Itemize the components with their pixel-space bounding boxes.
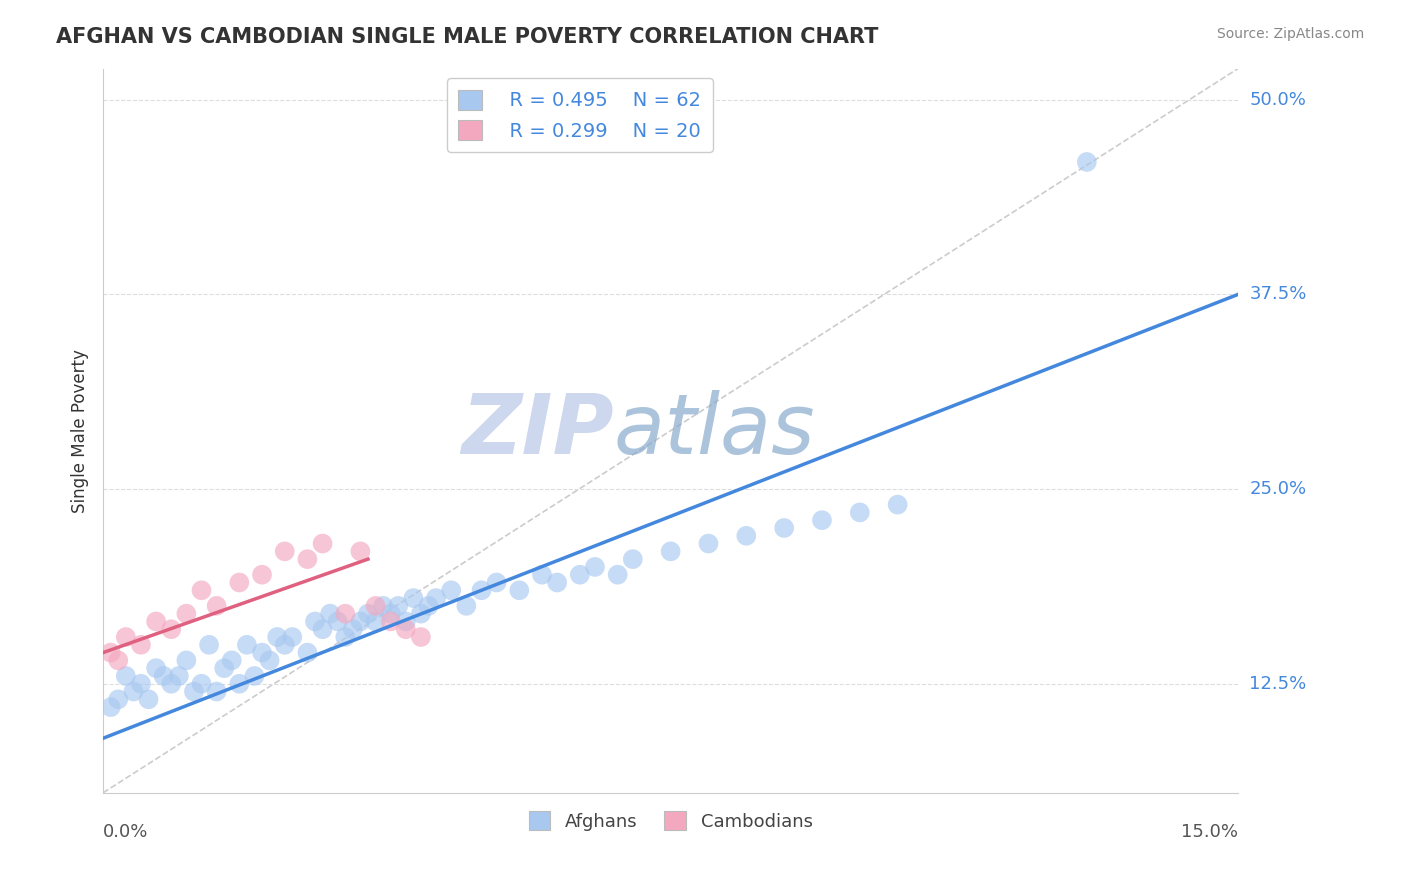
Point <box>205 684 228 698</box>
Point <box>326 615 349 629</box>
Point <box>380 607 402 621</box>
Point <box>297 646 319 660</box>
Point <box>349 544 371 558</box>
Point <box>886 498 908 512</box>
Point <box>138 692 160 706</box>
Point <box>335 607 357 621</box>
Point <box>145 661 167 675</box>
Point <box>129 638 152 652</box>
Point <box>250 567 273 582</box>
Point <box>456 599 478 613</box>
Point <box>145 615 167 629</box>
Point <box>198 638 221 652</box>
Point <box>485 575 508 590</box>
Point <box>176 607 198 621</box>
Point <box>364 599 387 613</box>
Point <box>212 661 235 675</box>
Point <box>735 529 758 543</box>
Point <box>546 575 568 590</box>
Point <box>221 653 243 667</box>
Point <box>357 607 380 621</box>
Point <box>319 607 342 621</box>
Text: AFGHAN VS CAMBODIAN SINGLE MALE POVERTY CORRELATION CHART: AFGHAN VS CAMBODIAN SINGLE MALE POVERTY … <box>56 27 879 46</box>
Text: 50.0%: 50.0% <box>1250 91 1306 109</box>
Point <box>183 684 205 698</box>
Text: 37.5%: 37.5% <box>1250 285 1306 303</box>
Point <box>342 622 364 636</box>
Point <box>811 513 834 527</box>
Point <box>114 630 136 644</box>
Text: Source: ZipAtlas.com: Source: ZipAtlas.com <box>1216 27 1364 41</box>
Point <box>371 599 394 613</box>
Point <box>409 607 432 621</box>
Point <box>621 552 644 566</box>
Point <box>100 700 122 714</box>
Point <box>129 677 152 691</box>
Point <box>190 677 212 691</box>
Point <box>250 646 273 660</box>
Text: 0.0%: 0.0% <box>103 823 149 841</box>
Point <box>190 583 212 598</box>
Point <box>659 544 682 558</box>
Y-axis label: Single Male Poverty: Single Male Poverty <box>72 349 89 513</box>
Point <box>228 575 250 590</box>
Point <box>425 591 447 605</box>
Point <box>530 567 553 582</box>
Point <box>243 669 266 683</box>
Point <box>395 622 418 636</box>
Point <box>849 505 872 519</box>
Point <box>107 653 129 667</box>
Point <box>335 630 357 644</box>
Point <box>100 646 122 660</box>
Point <box>380 615 402 629</box>
Point <box>274 638 297 652</box>
Point <box>297 552 319 566</box>
Point <box>160 677 183 691</box>
Point <box>387 599 409 613</box>
Text: atlas: atlas <box>614 390 815 471</box>
Point <box>311 622 333 636</box>
Point <box>364 615 387 629</box>
Point <box>176 653 198 667</box>
Point <box>568 567 591 582</box>
Legend: Afghans, Cambodians: Afghans, Cambodians <box>522 805 820 838</box>
Point <box>508 583 530 598</box>
Point <box>152 669 174 683</box>
Point <box>606 567 628 582</box>
Point <box>167 669 190 683</box>
Point <box>583 560 606 574</box>
Point <box>418 599 440 613</box>
Text: ZIP: ZIP <box>461 390 614 471</box>
Point <box>1076 155 1098 169</box>
Point <box>259 653 281 667</box>
Point <box>266 630 288 644</box>
Point <box>281 630 304 644</box>
Point <box>349 615 371 629</box>
Point <box>311 536 333 550</box>
Point <box>122 684 145 698</box>
Text: 12.5%: 12.5% <box>1250 674 1306 693</box>
Point <box>697 536 720 550</box>
Point <box>440 583 463 598</box>
Point <box>236 638 259 652</box>
Point <box>773 521 796 535</box>
Point <box>409 630 432 644</box>
Point <box>205 599 228 613</box>
Point <box>114 669 136 683</box>
Text: 25.0%: 25.0% <box>1250 480 1306 498</box>
Point <box>160 622 183 636</box>
Text: 15.0%: 15.0% <box>1181 823 1239 841</box>
Point <box>274 544 297 558</box>
Point <box>470 583 492 598</box>
Point <box>402 591 425 605</box>
Point <box>228 677 250 691</box>
Point <box>304 615 326 629</box>
Point <box>395 615 418 629</box>
Point <box>107 692 129 706</box>
